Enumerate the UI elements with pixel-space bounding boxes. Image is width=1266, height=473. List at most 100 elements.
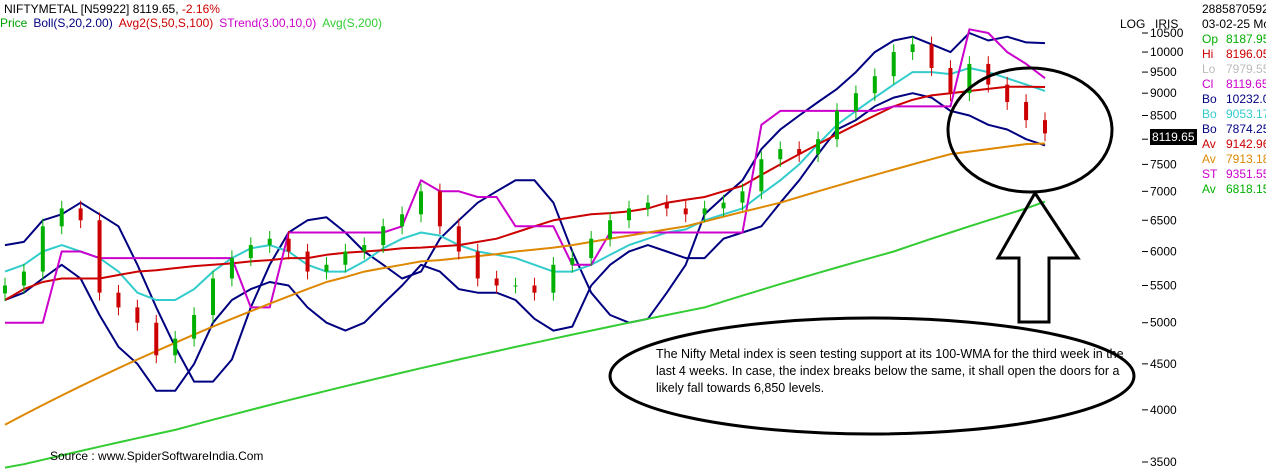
side-row-value: 7913.18 bbox=[1226, 152, 1266, 166]
candle-body bbox=[570, 258, 575, 265]
side-row-value: 7874.25 bbox=[1226, 122, 1266, 136]
candle-body bbox=[21, 271, 26, 286]
side-row-key: Lo bbox=[1202, 62, 1216, 76]
legend-item: STrend(3.00,10,0) bbox=[219, 16, 317, 30]
candle-body bbox=[229, 258, 234, 279]
side-row: Op 8187.95 bbox=[1202, 32, 1266, 46]
candle-body bbox=[589, 238, 594, 259]
candle-body bbox=[645, 202, 650, 209]
candle-body bbox=[59, 208, 64, 227]
y-tick-label: 5000 bbox=[1150, 316, 1177, 330]
candle-body bbox=[702, 208, 707, 215]
side-row: Bo 7874.25 bbox=[1202, 122, 1266, 136]
series-line bbox=[4, 142, 1046, 426]
series-line bbox=[4, 67, 1046, 301]
y-tick-label: 4000 bbox=[1150, 403, 1177, 417]
candle-body bbox=[286, 238, 291, 252]
candle-body bbox=[192, 314, 197, 339]
side-row-value: 6818.15 bbox=[1226, 182, 1266, 196]
legend-item: Avg(S,200) bbox=[322, 16, 383, 30]
side-row-key: Bo bbox=[1202, 122, 1217, 136]
candle-body bbox=[116, 292, 121, 308]
y-tick-label: 7500 bbox=[1150, 157, 1177, 171]
candle-body bbox=[929, 44, 934, 68]
side-row: Av 7913.18 bbox=[1202, 152, 1266, 166]
side-row: ST 9351.55 bbox=[1202, 167, 1266, 181]
candle-body bbox=[437, 191, 442, 227]
side-row-value: 8187.95 bbox=[1226, 32, 1266, 46]
candle-body bbox=[513, 285, 518, 287]
change-pct: -2.16% bbox=[181, 2, 220, 16]
side-row: Bo 9053.17 bbox=[1202, 107, 1266, 121]
side-row-key: Bo bbox=[1202, 107, 1217, 121]
y-tick-label: 5500 bbox=[1150, 279, 1177, 293]
candle-body bbox=[759, 159, 764, 192]
candle-body bbox=[835, 110, 839, 140]
series-line bbox=[4, 200, 1046, 469]
candle-body bbox=[400, 214, 405, 227]
indicator-legend: Price Boll(S,20,2.00) Avg2(S,50,S,100) STre… bbox=[0, 16, 388, 30]
candle-body bbox=[494, 278, 499, 286]
candle-body bbox=[267, 238, 272, 246]
y-tick-label: 10000 bbox=[1150, 45, 1184, 59]
candle-body bbox=[456, 226, 461, 252]
side-row: Av 9142.96 bbox=[1202, 137, 1266, 151]
candle-body bbox=[948, 67, 953, 94]
side-row-value: 8119.65 bbox=[1226, 77, 1266, 91]
log-toggle[interactable]: LOG bbox=[1120, 17, 1146, 31]
side-row-value: 7979.55 bbox=[1226, 62, 1266, 76]
y-tick-label: 8500 bbox=[1150, 109, 1177, 123]
candle-body bbox=[305, 251, 310, 272]
candle-body bbox=[211, 278, 215, 315]
candle-body bbox=[324, 264, 329, 272]
candle-body bbox=[3, 285, 7, 294]
chart-candles-layer bbox=[3, 36, 1047, 364]
candle-body bbox=[173, 338, 178, 356]
y-tick-label: 10500 bbox=[1150, 26, 1184, 40]
legend-item: Boll(S,20,2.00) bbox=[33, 16, 113, 30]
symbol-label: NIFTYMETAL [N59922] bbox=[4, 2, 130, 16]
side-row-key: ST bbox=[1202, 167, 1218, 181]
side-row-key: Av bbox=[1202, 137, 1216, 151]
side-row-key: Cl bbox=[1202, 77, 1214, 91]
candle-body bbox=[381, 226, 386, 246]
chart-series-layer bbox=[4, 28, 1046, 469]
candle-body bbox=[135, 307, 140, 323]
side-row-value: 8196.05 bbox=[1226, 47, 1266, 61]
side-row: Lo 7979.55 bbox=[1202, 62, 1266, 76]
side-row-value: 10232.09 bbox=[1226, 92, 1266, 106]
candle-body bbox=[721, 202, 726, 209]
candle-body bbox=[97, 220, 102, 293]
candle-body bbox=[740, 191, 745, 203]
y-tick-label: 6500 bbox=[1150, 213, 1177, 227]
candle-body bbox=[664, 202, 669, 209]
candle-body bbox=[627, 208, 631, 221]
side-row-key: Bo bbox=[1202, 92, 1217, 106]
iris-toggle[interactable]: IRIS bbox=[1155, 17, 1179, 31]
candle-body bbox=[419, 191, 423, 215]
candle-body bbox=[532, 285, 537, 293]
y-tick-label: 6000 bbox=[1150, 245, 1177, 259]
candle-body bbox=[1043, 120, 1047, 134]
side-row: Av 6818.15 bbox=[1202, 182, 1266, 196]
candle-body bbox=[891, 52, 896, 77]
side-row-value: 9053.17 bbox=[1226, 107, 1266, 121]
annotation-text: The Nifty Metal index is seen testing su… bbox=[656, 347, 1124, 395]
legend-item: Price bbox=[0, 16, 28, 30]
highlight-ellipse bbox=[946, 66, 1114, 194]
candle-body bbox=[551, 264, 556, 293]
candle-body bbox=[872, 76, 877, 94]
current-price-box: 8119.65 bbox=[1150, 129, 1197, 145]
y-tick-label: 9500 bbox=[1150, 65, 1177, 79]
y-tick-label: 7000 bbox=[1150, 184, 1177, 198]
y-tick-label: 4500 bbox=[1150, 357, 1177, 371]
candle-body bbox=[78, 208, 83, 221]
series-line bbox=[4, 85, 1046, 301]
candle-body bbox=[154, 322, 159, 356]
series-line bbox=[4, 92, 1046, 392]
candle-body bbox=[797, 149, 802, 155]
y-tick-label: 3500 bbox=[1150, 455, 1177, 469]
candle-body bbox=[683, 208, 688, 215]
candle-body bbox=[343, 251, 348, 265]
